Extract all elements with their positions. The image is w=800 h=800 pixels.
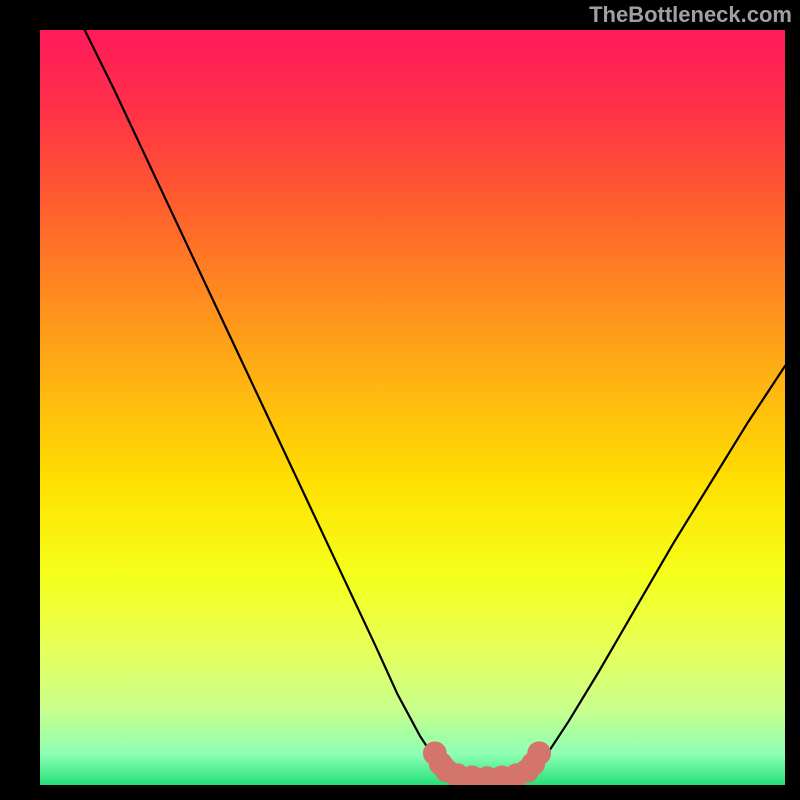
watermark-text: TheBottleneck.com: [589, 2, 792, 28]
plot-area: [40, 30, 785, 785]
chart-container: TheBottleneck.com: [0, 0, 800, 800]
chart-svg: [40, 30, 785, 785]
optimal-zone-marker: [527, 741, 551, 765]
